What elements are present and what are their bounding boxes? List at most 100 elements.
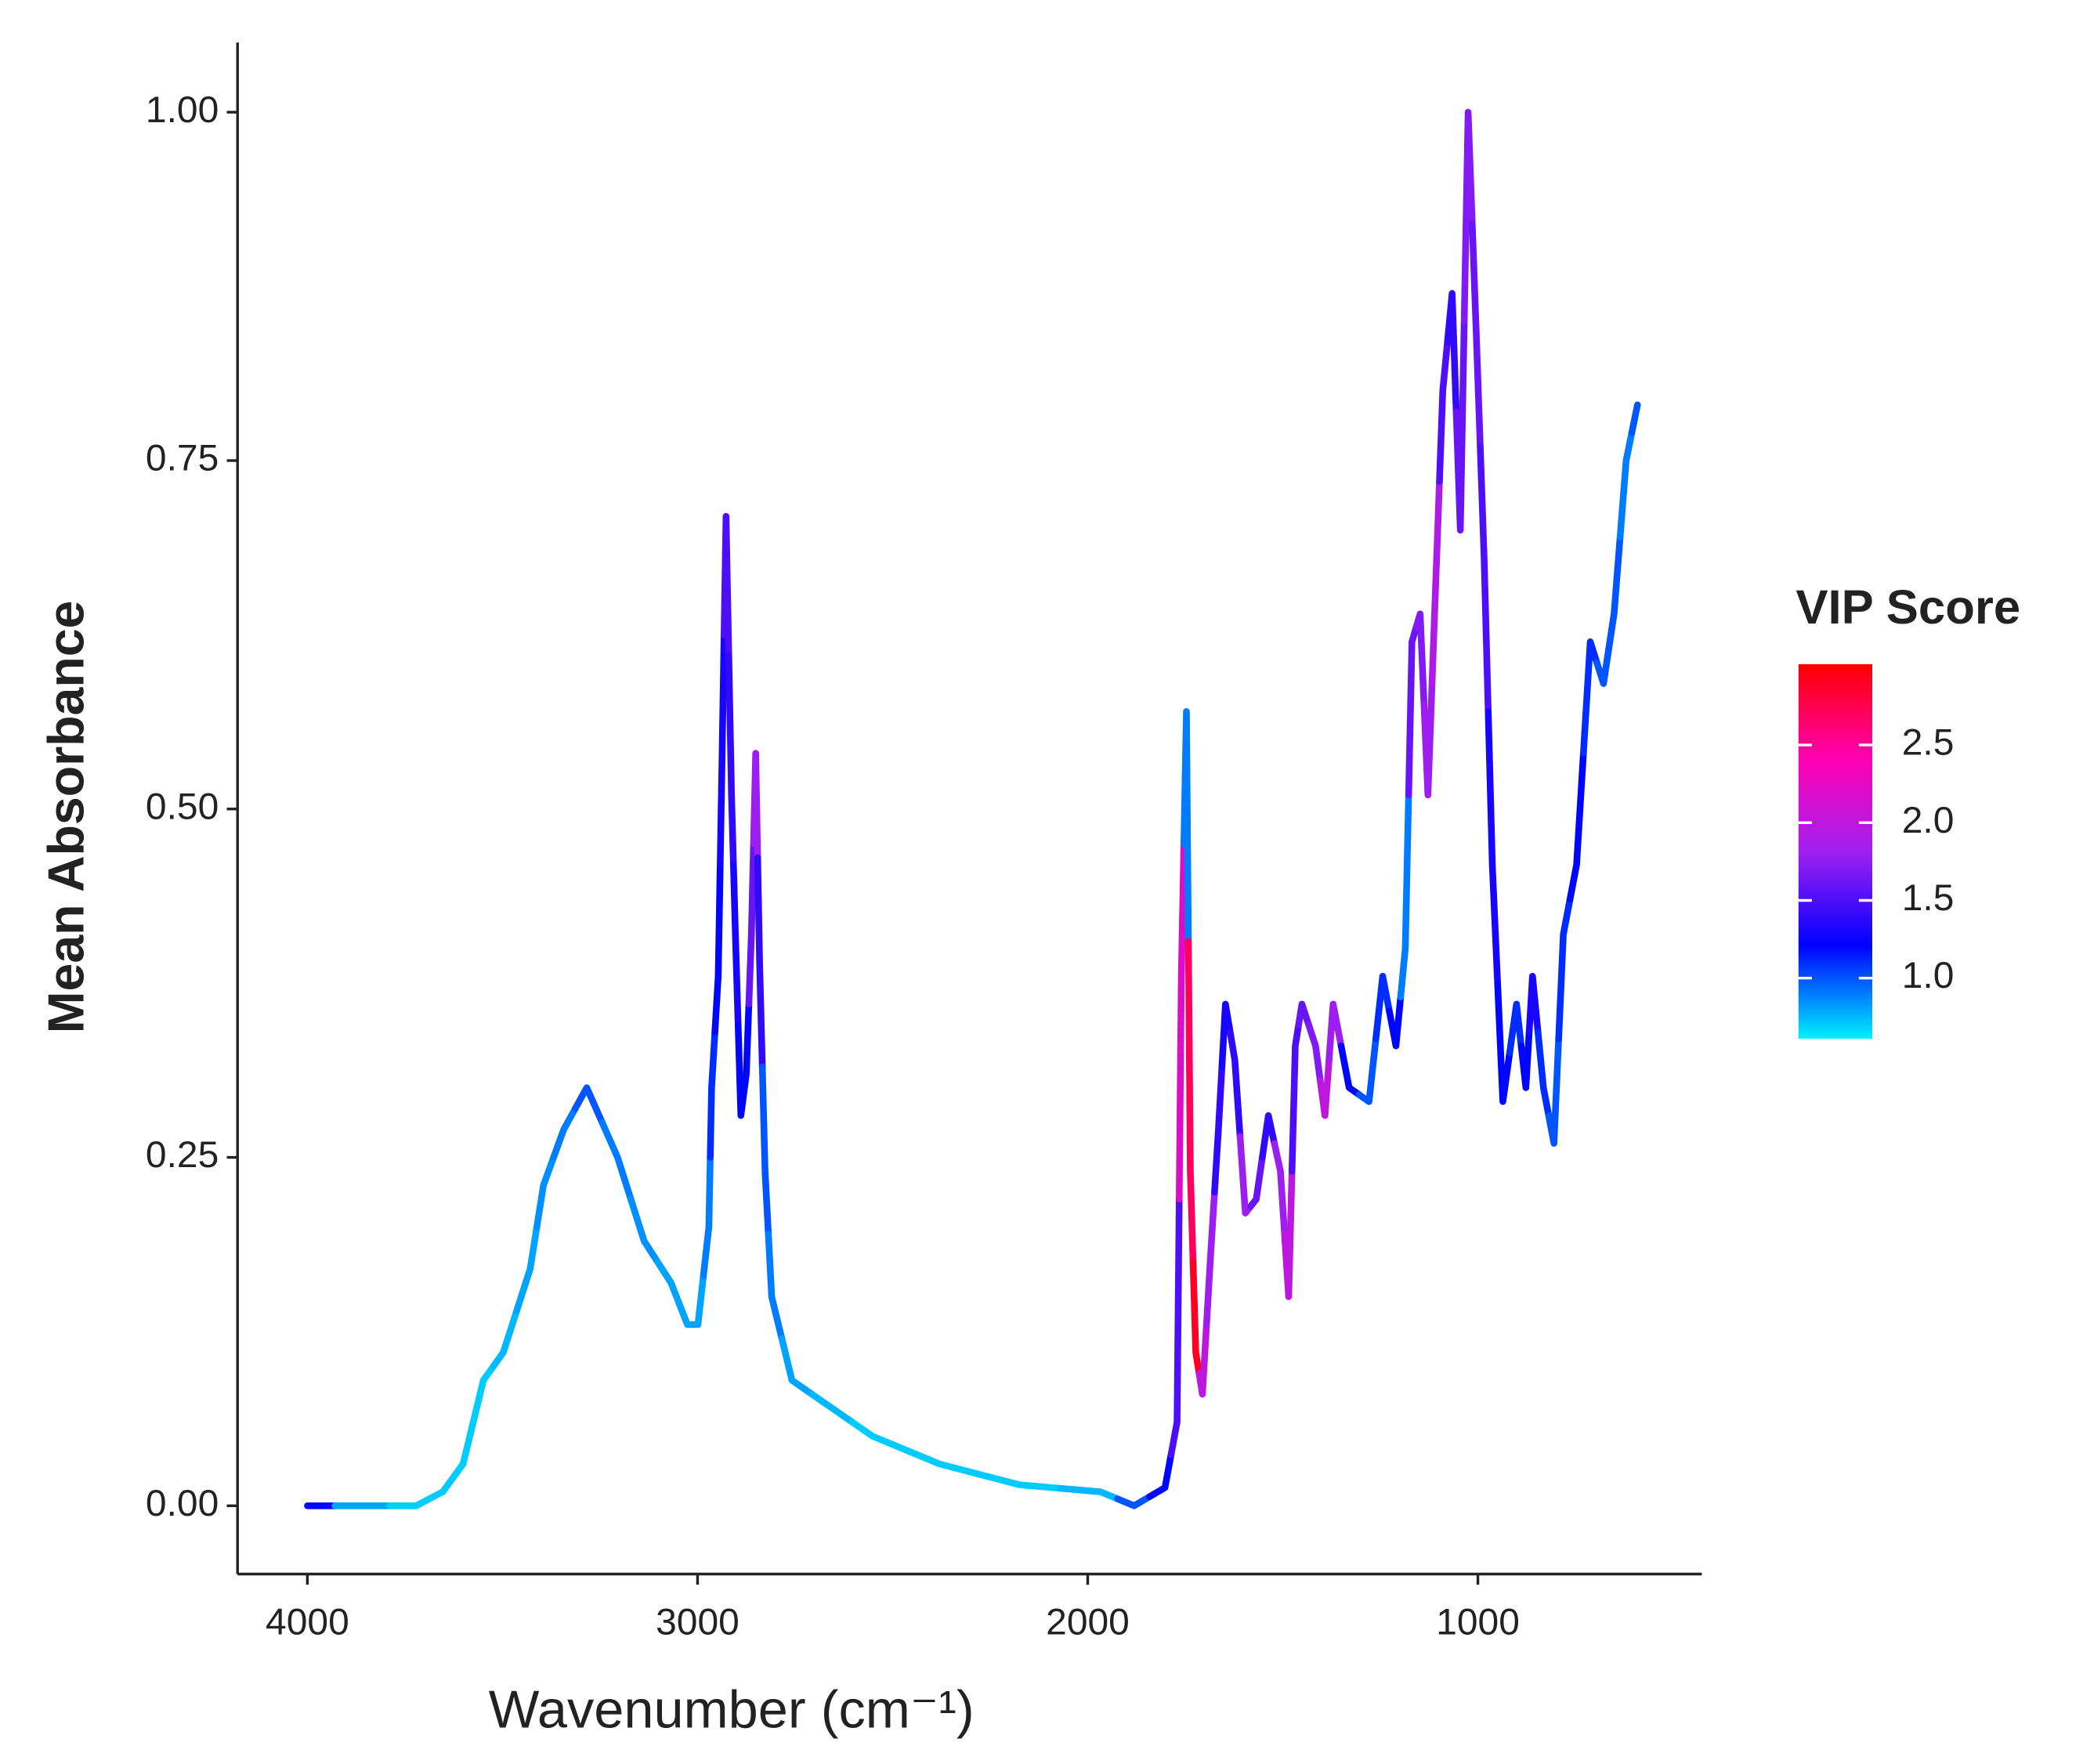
line-segment (1525, 973, 1542, 1036)
line-segment (1281, 1168, 1296, 1300)
line-segment (1114, 1493, 1153, 1509)
x-tick-label: 2000 (1046, 1602, 1130, 1643)
line-segment (1195, 1321, 1210, 1398)
legend-title: VIP Score (1796, 580, 2020, 634)
line-segment (729, 861, 742, 1028)
line-segment (711, 861, 724, 1036)
line-segment (1288, 1021, 1302, 1175)
line-segment (1176, 840, 1188, 1203)
line-segment (1397, 791, 1412, 1001)
line-segment (1167, 1195, 1183, 1459)
line-segment (1247, 1154, 1266, 1210)
line-segment (1545, 1036, 1562, 1147)
x-tick-label: 1000 (1436, 1602, 1520, 1643)
y-tick-label: 0.00 (146, 1483, 219, 1524)
y-tick-label: 1.00 (146, 89, 219, 131)
line-segment (1412, 610, 1428, 708)
line-segment (1469, 220, 1484, 450)
line-segment (1355, 1036, 1380, 1105)
line-segment (675, 1300, 696, 1328)
line-segment (1386, 993, 1405, 1050)
line-segment (750, 750, 761, 862)
line-segment (599, 1119, 635, 1203)
line-segment (1325, 1000, 1345, 1064)
line-segment (1295, 1000, 1312, 1028)
y-axis-title: Mean Absorbance (37, 601, 94, 1034)
line-segment (1372, 973, 1393, 1043)
line-segment (469, 1363, 497, 1426)
x-axis-title: Wavenumber (cm⁻¹) (489, 1680, 975, 1740)
line-segment (902, 1446, 983, 1478)
line-segment (976, 1471, 1064, 1492)
line-segment (533, 1154, 557, 1231)
line-segment (1460, 108, 1476, 325)
line-segment (1180, 707, 1192, 945)
line-segment (1420, 680, 1436, 799)
line-segment (1218, 1000, 1234, 1071)
line-segment (426, 1474, 457, 1502)
line-segment (725, 652, 737, 869)
line-segment (449, 1419, 477, 1481)
line-segment (1444, 290, 1460, 415)
line-segment (745, 840, 758, 1008)
line-segment (1593, 645, 1612, 687)
line-segment (1227, 1028, 1244, 1140)
colorbar-tick-label: 1.5 (1902, 877, 1955, 919)
x-tick-label: 3000 (656, 1602, 740, 1643)
line-segment (550, 1105, 579, 1161)
line-segment (1189, 1258, 1202, 1377)
line-segment (1517, 1028, 1533, 1091)
line-segment (721, 512, 732, 660)
line-segment (1555, 896, 1574, 1043)
line-segment (1436, 338, 1451, 485)
line-segment (778, 1335, 815, 1398)
line-segment (717, 631, 728, 869)
line-segment (1579, 638, 1600, 757)
line-segment (689, 1272, 707, 1328)
line-segment (1484, 707, 1501, 987)
line-segment (1452, 317, 1468, 534)
line-segment (1605, 533, 1624, 652)
line-segment (1317, 1056, 1333, 1119)
y-tick-label: 0.50 (146, 786, 219, 828)
line-segment (513, 1224, 541, 1314)
line-segment (808, 1390, 856, 1426)
line-segment (1305, 1021, 1324, 1084)
line-segment (740, 1000, 753, 1098)
line-segment (848, 1419, 910, 1454)
line-segment (1405, 624, 1419, 799)
line-segment (758, 1063, 772, 1238)
line-segment (734, 1021, 747, 1119)
line-segment (1184, 938, 1197, 1266)
line-segment (1236, 1133, 1254, 1216)
line-segment (1477, 443, 1492, 715)
line-segment (1616, 429, 1636, 541)
line-segment (385, 1495, 433, 1509)
line-segment (627, 1195, 661, 1266)
line-segment (1566, 750, 1587, 903)
line-segment (1259, 1112, 1278, 1161)
line-segment (1428, 478, 1443, 687)
line-segment (700, 1154, 714, 1280)
line-segment (1057, 1484, 1121, 1502)
colorbar-tick-label: 2.5 (1902, 722, 1955, 764)
line-segment (654, 1258, 683, 1307)
line-segment (1506, 1000, 1525, 1057)
x-tick-label: 4000 (266, 1602, 349, 1643)
line-segment (754, 854, 766, 1071)
line-segment (765, 1231, 786, 1343)
line-segment (1146, 1451, 1175, 1501)
line-segment (1534, 1028, 1553, 1119)
line-segment (1202, 1188, 1218, 1328)
colorbar-tick-label: 2.0 (1902, 800, 1955, 841)
line-segment (1271, 1140, 1289, 1238)
y-tick-label: 0.75 (146, 438, 219, 479)
line-segment (572, 1084, 606, 1126)
line-segment (490, 1307, 520, 1370)
line-segment (707, 1028, 718, 1161)
line-segment (1211, 1063, 1226, 1196)
y-tick-label: 0.25 (146, 1134, 219, 1176)
line-segment (1628, 401, 1641, 436)
